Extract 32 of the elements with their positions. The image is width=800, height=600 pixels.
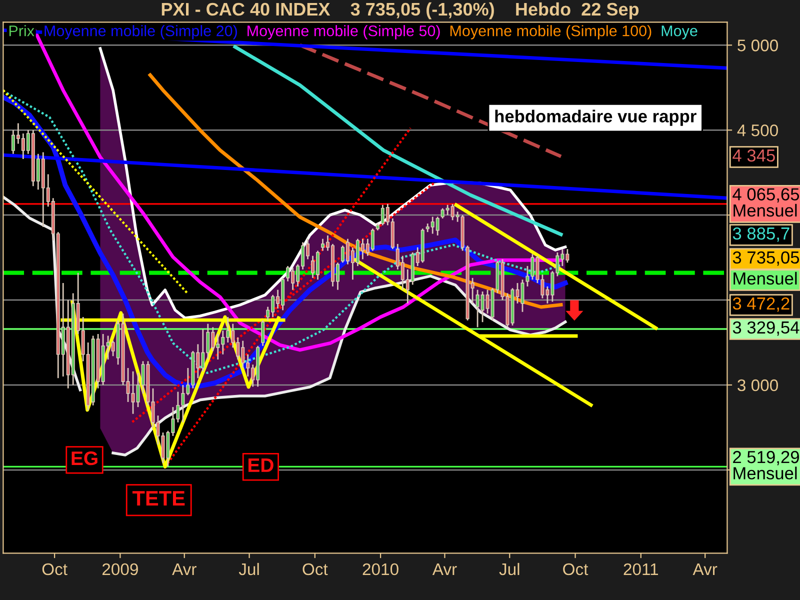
text: Moyenne mobile (Simple 20) <box>44 25 237 40</box>
y-tick-label: 3 000 <box>738 379 778 392</box>
text: Prix <box>9 25 34 36</box>
y-tick-label: 5 000 <box>738 40 778 52</box>
annotation: ED <box>248 458 274 472</box>
ref-line-label: 3 329,54 <box>732 321 800 336</box>
chart-title: PXI - CAC 40 INDEX 3 735,05 (-1,30%) Hebdo 22 Sep <box>162 2 639 20</box>
x-tick-label: Oct <box>302 563 328 576</box>
y-tick-label: 4 500 <box>737 124 778 136</box>
ref-line-label: 4 065,65 Mensuel <box>732 188 800 217</box>
x-tick-label: Jul <box>238 562 259 576</box>
x-tick-label: Jul <box>499 562 520 576</box>
text: Moye <box>662 26 698 40</box>
x-tick-label: Avr <box>432 564 457 575</box>
x-tick-label: 2011 <box>624 563 658 576</box>
ref-line-label: Mensuel <box>734 272 797 285</box>
annotation: TETE <box>132 491 185 506</box>
x-tick-label: 2009 <box>102 563 138 576</box>
text: 3 885,7 <box>732 227 790 242</box>
x-tick-label: Oct <box>42 563 68 576</box>
text: 4 345 <box>732 149 775 162</box>
x-tick-label: Avr <box>692 564 718 575</box>
annotation: hebdomadaire vue rappr <box>495 110 696 126</box>
ref-line-label: 2 519,29 Mensuel <box>733 450 799 480</box>
text: Moyenne mobile (Simple 100) <box>450 25 652 40</box>
text: Moyenne mobile (Simple 50) <box>248 25 440 40</box>
x-tick-label: Oct <box>563 563 588 576</box>
text: 3 735,05 <box>732 251 800 266</box>
text: 3 472,2 <box>732 297 790 312</box>
annotation: EG <box>72 451 98 466</box>
x-tick-label: Avr <box>172 564 196 575</box>
x-tick-label: 2010 <box>362 563 398 576</box>
